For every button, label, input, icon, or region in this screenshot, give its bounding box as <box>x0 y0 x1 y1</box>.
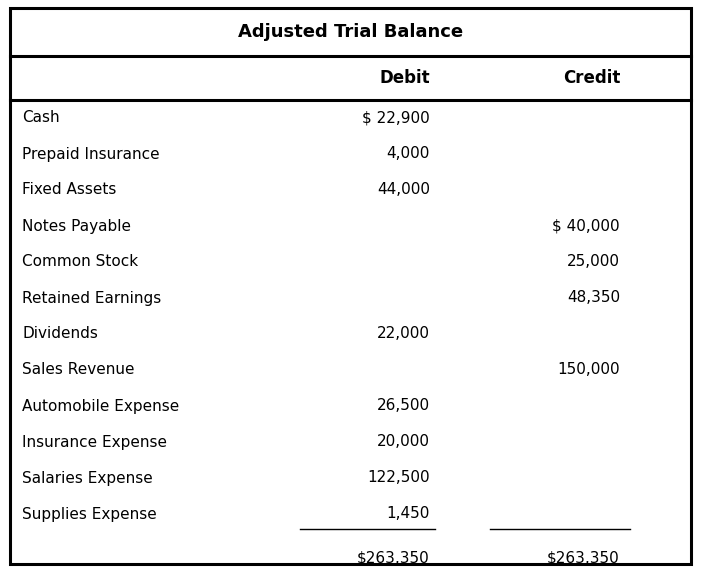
Text: Common Stock: Common Stock <box>22 255 138 269</box>
Text: 1,450: 1,450 <box>387 506 430 522</box>
Text: 150,000: 150,000 <box>557 363 620 378</box>
Text: Insurance Expense: Insurance Expense <box>22 435 167 450</box>
Text: Notes Payable: Notes Payable <box>22 219 131 233</box>
Text: Retained Earnings: Retained Earnings <box>22 291 161 305</box>
Text: 48,350: 48,350 <box>567 291 620 305</box>
Text: 44,000: 44,000 <box>377 182 430 197</box>
Text: Credit: Credit <box>563 69 620 87</box>
Text: 122,500: 122,500 <box>367 471 430 486</box>
Text: Adjusted Trial Balance: Adjusted Trial Balance <box>238 23 463 41</box>
Text: $263,350: $263,350 <box>358 550 430 566</box>
Text: Dividends: Dividends <box>22 327 98 341</box>
Text: 20,000: 20,000 <box>377 435 430 450</box>
Text: Debit: Debit <box>379 69 430 87</box>
Text: Automobile Expense: Automobile Expense <box>22 399 179 414</box>
Text: 25,000: 25,000 <box>567 255 620 269</box>
Text: Supplies Expense: Supplies Expense <box>22 506 157 522</box>
Text: 4,000: 4,000 <box>387 146 430 161</box>
Text: $ 40,000: $ 40,000 <box>552 219 620 233</box>
Text: Prepaid Insurance: Prepaid Insurance <box>22 146 160 161</box>
Text: 22,000: 22,000 <box>377 327 430 341</box>
Text: 26,500: 26,500 <box>377 399 430 414</box>
Text: Fixed Assets: Fixed Assets <box>22 182 116 197</box>
Text: $263,350: $263,350 <box>547 550 620 566</box>
Text: Salaries Expense: Salaries Expense <box>22 471 153 486</box>
Text: Sales Revenue: Sales Revenue <box>22 363 135 378</box>
Text: $ 22,900: $ 22,900 <box>362 110 430 125</box>
Text: Cash: Cash <box>22 110 60 125</box>
